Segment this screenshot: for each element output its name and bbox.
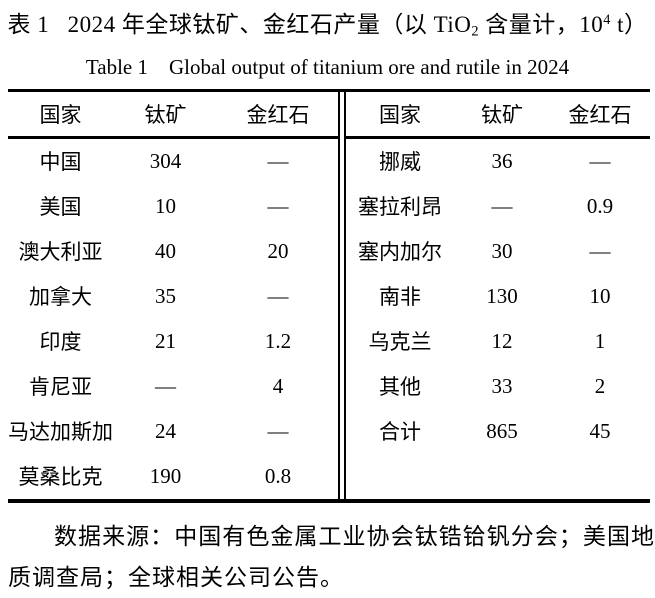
titanium-ore-value-cell: 30 xyxy=(491,238,513,263)
title-text: t） xyxy=(610,12,648,37)
table-row: 塞内加尔 30 — xyxy=(346,229,650,274)
table-row: 美国 10 — xyxy=(8,184,338,229)
country-cell: 乌克兰 xyxy=(368,330,432,355)
country-cell: 加拿大 xyxy=(29,285,92,310)
country-cell: 塞拉利昂 xyxy=(358,195,442,220)
table-row: 合计 865 45 xyxy=(346,409,650,454)
rutile-value-cell: — xyxy=(267,193,289,218)
titanium-ore-value-cell: 12 xyxy=(491,328,513,353)
titanium-ore-value-cell: 33 xyxy=(491,373,513,398)
table-left-body: 中国 304 — 美国 10 — 澳大利亚 40 20 加拿大 35 — 印度 21 1.2 肯尼亚 — 4 马达加… xyxy=(8,137,338,499)
titanium-ore-value-cell: — xyxy=(491,193,513,218)
column-header-rutile: 金红石 xyxy=(550,91,650,139)
table-row: 塞拉利昂 — 0.9 xyxy=(346,184,650,229)
table-row: 澳大利亚 40 20 xyxy=(8,229,338,274)
rutile-value-cell: — xyxy=(589,148,611,173)
table-row: 南非 130 10 xyxy=(346,274,650,319)
table-row: 莫桑比克 190 0.8 xyxy=(8,454,338,499)
titanium-ore-value-cell: 304 xyxy=(149,148,182,173)
rutile-value-cell: 4 xyxy=(272,373,284,398)
titanium-ore-value-cell: — xyxy=(155,373,176,398)
rutile-value-cell: — xyxy=(267,148,289,173)
table-row: 乌克兰 12 1 xyxy=(346,319,650,364)
table-row: 肯尼亚 — 4 xyxy=(8,364,338,409)
double-rule-divider xyxy=(338,91,346,499)
country-cell: 美国 xyxy=(39,195,82,220)
rutile-value-cell: 0.8 xyxy=(264,463,292,488)
rutile-value-cell: 1.2 xyxy=(264,328,292,353)
rutile-value-cell: 45 xyxy=(589,418,611,443)
titanium-ore-value-cell: 21 xyxy=(155,328,176,353)
country-cell: 莫桑比克 xyxy=(18,465,103,490)
rutile-value-cell: 20 xyxy=(267,238,289,263)
data-table: 国家 钛矿 金红石 中国 304— 美国 10— 澳大利亚 40 20 加拿大 35— 印度 21 1… xyxy=(8,88,650,503)
titanium-ore-value-cell: 865 xyxy=(486,418,518,443)
column-header-country: 国家 xyxy=(346,91,454,139)
country-cell: 南非 xyxy=(379,285,421,310)
table-row: 印度 21 1.2 xyxy=(8,319,338,364)
header-row: 国家 钛矿 金红石 xyxy=(8,91,338,139)
superscript-text: 4 xyxy=(603,12,611,29)
table-row: 挪威 36 — xyxy=(346,137,650,184)
table-row: 加拿大 35 — xyxy=(8,274,338,319)
subscript-text: 2 xyxy=(471,23,479,40)
header-row: 国家 钛矿 金红石 xyxy=(346,91,650,139)
subtitle-text: Global output of titanium ore and rutile… xyxy=(168,54,570,79)
data-source-note: 数据来源：中国有色金属工业协会钛锆铪钒分会；美国地质调查局；全球相关公司公告。 xyxy=(8,523,655,590)
titanium-ore-value-cell: 190 xyxy=(149,463,182,488)
country-cell: 挪威 xyxy=(379,150,421,175)
titanium-ore-value-cell: 35 xyxy=(155,283,176,308)
country-cell: 其他 xyxy=(379,375,421,400)
country-cell: 马达加斯加 xyxy=(8,420,113,445)
table-right-header: 国家 钛矿 金红石 xyxy=(346,91,650,139)
titanium-ore-value-cell: 10 xyxy=(155,193,176,218)
rutile-value-cell: 0.9 xyxy=(586,193,614,218)
country-cell: 肯尼亚 xyxy=(29,375,92,400)
rutile-value-cell: — xyxy=(589,238,611,263)
title-text: 含量计，10 xyxy=(479,12,604,37)
table-number-label-en: Table 1 xyxy=(85,54,148,79)
table-right-body: 挪威 36 — 塞拉利昂 — 0.9 塞内加尔 30 — 南非 130 10 乌克兰 12 1 其他 33 2 合计… xyxy=(346,137,650,454)
column-header-titanium-ore: 钛矿 xyxy=(454,91,550,139)
table-title-english: Table 1 Global output of titanium ore and… xyxy=(0,55,655,80)
column-header-country: 国家 xyxy=(8,91,113,139)
titanium-ore-value-cell: 24 xyxy=(155,418,176,443)
rutile-value-cell: — xyxy=(267,283,289,308)
column-header-rutile: 金红石 xyxy=(218,91,338,139)
title-text: 2024 年全球钛矿、金红石产量（以 TiO xyxy=(67,12,472,37)
titanium-ore-value-cell: 36 xyxy=(491,148,513,173)
table-title-chinese: 表 1 2024 年全球钛矿、金红石产量（以 TiO2 含量计，104 t） xyxy=(0,0,655,41)
titanium-ore-value-cell: 40 xyxy=(155,238,176,263)
rutile-value-cell: 2 xyxy=(594,373,606,398)
table-row: 中国 304 — xyxy=(8,137,338,184)
table-left-half: 国家 钛矿 金红石 中国 304 — 美国 10 — 澳大利亚 40 20 加拿大 35 — 印度 21 1… xyxy=(8,91,338,499)
table-row: 马达加斯加 24 — xyxy=(8,409,338,454)
country-cell: 塞内加尔 xyxy=(358,240,442,265)
country-cell: 合计 xyxy=(379,420,421,445)
country-cell: 澳大利亚 xyxy=(18,240,103,265)
table-number-label: 表 1 xyxy=(7,12,50,37)
column-header-titanium-ore: 钛矿 xyxy=(113,91,218,139)
country-cell: 印度 xyxy=(39,330,82,355)
rutile-value-cell: 1 xyxy=(594,328,606,353)
rutile-value-cell: — xyxy=(267,418,289,443)
table-right-half: 国家 钛矿 金红石 挪威 36 — 塞拉利昂 — 0.9 塞内加尔 30 — 南非 130 10 乌克兰… xyxy=(346,91,650,454)
table-row: 其他 33 2 xyxy=(346,364,650,409)
titanium-ore-value-cell: 130 xyxy=(486,283,518,308)
rutile-value-cell: 10 xyxy=(589,283,611,308)
country-cell: 中国 xyxy=(39,150,82,175)
table-left-header: 国家 钛矿 金红石 xyxy=(8,91,338,139)
